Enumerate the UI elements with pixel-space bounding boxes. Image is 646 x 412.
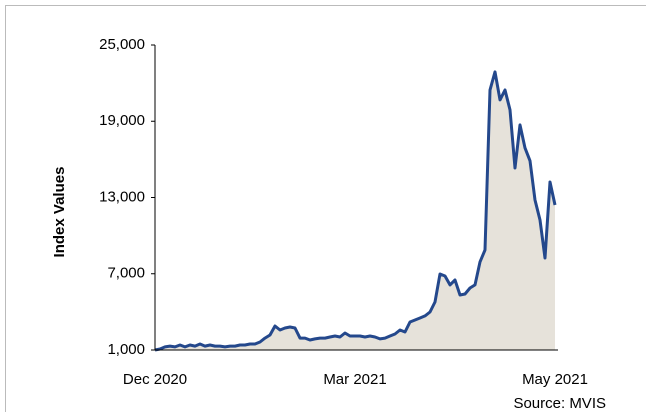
y-tick-label: 7,000 <box>107 265 145 282</box>
y-axis-label: Index Values <box>51 167 68 258</box>
y-tick-label: 25,000 <box>99 36 145 53</box>
frame <box>5 5 646 412</box>
source: Source: MVIS <box>513 395 606 412</box>
y-tick-label: 1,000 <box>107 341 145 358</box>
x-tick-label: May 2021 <box>522 371 588 388</box>
x-tick-label: Dec 2020 <box>123 371 187 388</box>
area <box>155 71 555 351</box>
y-tick-label: 19,000 <box>99 112 145 129</box>
y-tick-label: 13,000 <box>99 188 145 205</box>
x-tick-label: Mar 2021 <box>323 371 386 388</box>
line <box>154 70 557 352</box>
